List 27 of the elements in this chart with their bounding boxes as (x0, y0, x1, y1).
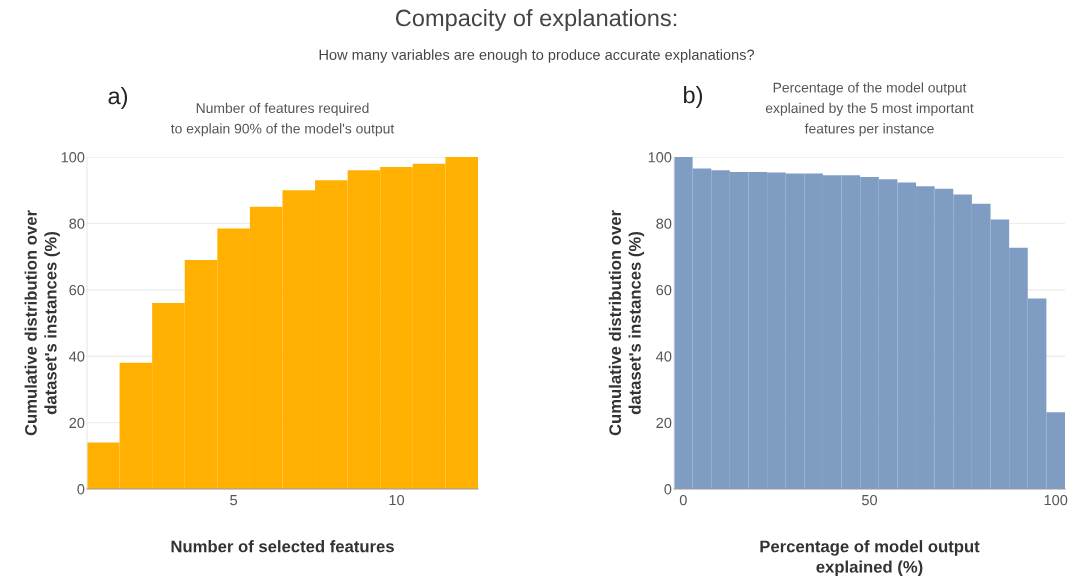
y-tick-label: 60 (69, 284, 85, 296)
chart-title: Percentage of the model output explained by the 5 most important features per instance (765, 82, 974, 137)
y-tick-label: 0 (77, 484, 85, 495)
y-tick-label: 40 (69, 351, 85, 362)
y-tick-label: 20 (656, 417, 672, 429)
y-tick-label: 100 (61, 152, 85, 163)
y-axis-title: Cumulative distribution over dataset's instances (%) (608, 210, 645, 436)
y-tick-label: 80 (656, 218, 672, 229)
y-tick-label: 60 (656, 284, 672, 296)
x-tick-label: 50 (861, 494, 878, 506)
chart-title: Number of features required to explain 90% of the model's output (170, 102, 395, 137)
y-tick-label: 40 (656, 351, 672, 362)
x-tick-label: 10 (389, 494, 405, 506)
y-tick-label: 80 (69, 218, 85, 229)
y-tick-label: 0 (664, 484, 672, 495)
x-tick-label: 100 (1044, 494, 1068, 506)
y-axis-title: Cumulative distribution over dataset's instances (%) (24, 210, 60, 436)
text: How many variables are enough to produce accurate explanations? (319, 49, 755, 63)
x-axis-title: Number of selected features (171, 540, 394, 553)
text: Compacity of explanations: (395, 9, 677, 31)
y-tick-label: 100 (648, 152, 672, 163)
y-tick-label: 20 (69, 417, 85, 429)
x-tick-label: 5 (230, 495, 238, 506)
x-tick-label: 0 (679, 494, 687, 506)
text: b) (684, 86, 703, 108)
x-axis-title: Percentage of model output explained (%) (760, 540, 980, 577)
text: a) (108, 87, 128, 109)
